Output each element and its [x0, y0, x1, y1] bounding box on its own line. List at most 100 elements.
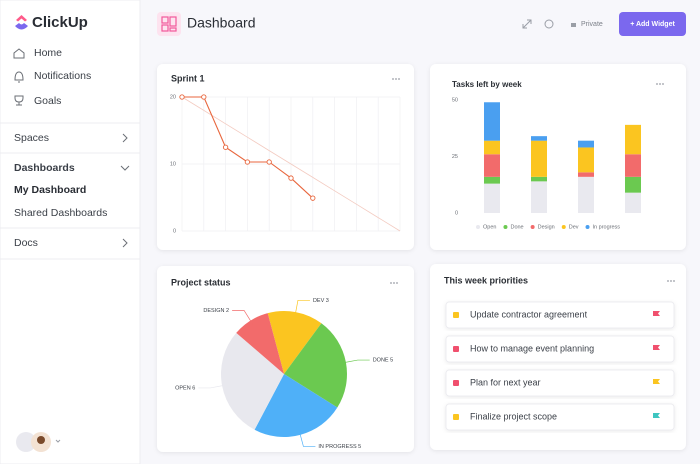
section[interactable]: Dashboards — [14, 162, 75, 174]
pie-slice — [284, 323, 347, 408]
priority-row[interactable] — [445, 335, 675, 363]
menu-dot[interactable] — [393, 282, 395, 284]
y-tick-label: 0 — [455, 210, 458, 216]
menu-dot[interactable] — [662, 83, 664, 85]
user-menu[interactable] — [16, 432, 61, 452]
bar-segment — [484, 102, 500, 141]
bar-segment — [625, 124, 641, 155]
series-line — [181, 96, 401, 232]
priority-text[interactable]: Plan for next year — [470, 377, 541, 387]
widget-title: Project status — [171, 277, 231, 287]
y-tick-label: 0 — [173, 228, 176, 234]
bar-segment — [578, 172, 594, 177]
widget-card — [430, 64, 686, 250]
chevron — [55, 439, 61, 443]
nav-item[interactable]: Notifications — [34, 70, 91, 82]
bar-segment — [531, 136, 547, 141]
bar-segment — [578, 176, 594, 213]
bar-segment — [531, 181, 547, 213]
legend-swatch — [530, 225, 535, 229]
refresh-icon[interactable] — [544, 19, 554, 29]
priority-flag[interactable] — [653, 413, 660, 421]
point — [201, 94, 207, 100]
slice-label: DEV 3 — [313, 298, 329, 304]
slice-label: IN PROGRESS 5 — [318, 444, 361, 450]
priority-flag[interactable] — [653, 345, 660, 353]
priority-text[interactable]: How to manage event planning — [470, 343, 594, 353]
section[interactable]: Spaces — [14, 132, 49, 144]
chevron[interactable] — [122, 133, 128, 143]
dashboard-icon — [161, 16, 169, 24]
chevron[interactable] — [122, 238, 128, 248]
point — [288, 175, 294, 181]
add-widget-label[interactable]: + Add Widget — [630, 21, 675, 28]
menu-dot[interactable] — [670, 280, 672, 282]
priority-marker — [453, 380, 459, 386]
priority-flag[interactable] — [653, 379, 660, 387]
nav-item[interactable]: Home — [34, 47, 62, 59]
bar-segment — [484, 176, 500, 184]
y-tick-label: 20 — [170, 94, 176, 100]
bar-segment — [578, 147, 594, 173]
bar-segment — [484, 183, 500, 213]
home-icon — [13, 48, 25, 59]
legend-label: In progress — [593, 224, 621, 230]
leader-line — [198, 384, 227, 389]
bar-segment — [625, 192, 641, 213]
priority-text[interactable]: Update contractor agreement — [470, 309, 588, 319]
pie-slice — [236, 313, 284, 374]
menu-dot[interactable] — [390, 282, 392, 284]
nav-item[interactable]: Shared Dashboards — [14, 207, 107, 219]
leader-line — [232, 310, 253, 325]
trophy-icon — [14, 95, 24, 106]
section[interactable]: Docs — [14, 237, 38, 249]
widget-title: This week priorities — [444, 275, 528, 285]
menu-dot[interactable] — [396, 282, 398, 284]
dashboard-icon — [161, 24, 169, 32]
menu-dot[interactable] — [667, 280, 669, 282]
point — [266, 159, 272, 165]
menu-dot[interactable] — [659, 83, 661, 85]
bar-segment — [625, 154, 641, 177]
menu-dot[interactable] — [395, 78, 397, 80]
menu-dot[interactable] — [392, 78, 394, 80]
nav-item[interactable]: Goals — [34, 95, 61, 107]
legend-label: Design — [538, 224, 555, 230]
page-title: Dashboard — [187, 15, 256, 31]
bar-segment — [484, 140, 500, 155]
avatar-face — [37, 436, 45, 444]
widget-title: Sprint 1 — [171, 73, 205, 83]
logo-text: ClickUp — [32, 14, 88, 31]
bar-segment — [578, 140, 594, 148]
menu-dot[interactable] — [656, 83, 658, 85]
y-tick-label: 10 — [170, 161, 176, 167]
add-widget-button[interactable] — [619, 12, 686, 36]
pie-slice — [220, 332, 284, 430]
privacy[interactable]: Private — [581, 21, 603, 28]
legend-swatch — [503, 225, 508, 229]
priority-marker — [453, 414, 459, 420]
slice-label: DESIGN 2 — [203, 308, 229, 314]
priority-text[interactable]: Finalize project scope — [470, 411, 557, 421]
chevron[interactable] — [120, 165, 130, 171]
legend-label: Open — [483, 224, 496, 230]
priority-row[interactable] — [445, 369, 675, 397]
dashboard-icon — [169, 16, 177, 27]
fullscreen-icon[interactable] — [522, 19, 532, 29]
pie-slice — [267, 311, 322, 374]
point — [179, 94, 185, 100]
bar-segment — [625, 176, 641, 193]
legend-label: Done — [510, 224, 523, 230]
legend-label: Dev — [569, 224, 579, 230]
nav-item-active[interactable]: My Dashboard — [14, 184, 86, 196]
priority-row[interactable] — [445, 301, 675, 329]
point — [244, 159, 251, 165]
priority-flag[interactable] — [653, 311, 660, 319]
leader-line — [294, 299, 310, 317]
priority-marker — [453, 312, 459, 318]
bell-icon — [14, 71, 24, 83]
menu-dot[interactable] — [398, 78, 400, 80]
bar-segment — [531, 140, 547, 177]
priority-row[interactable] — [445, 403, 675, 431]
menu-dot[interactable] — [673, 280, 675, 282]
